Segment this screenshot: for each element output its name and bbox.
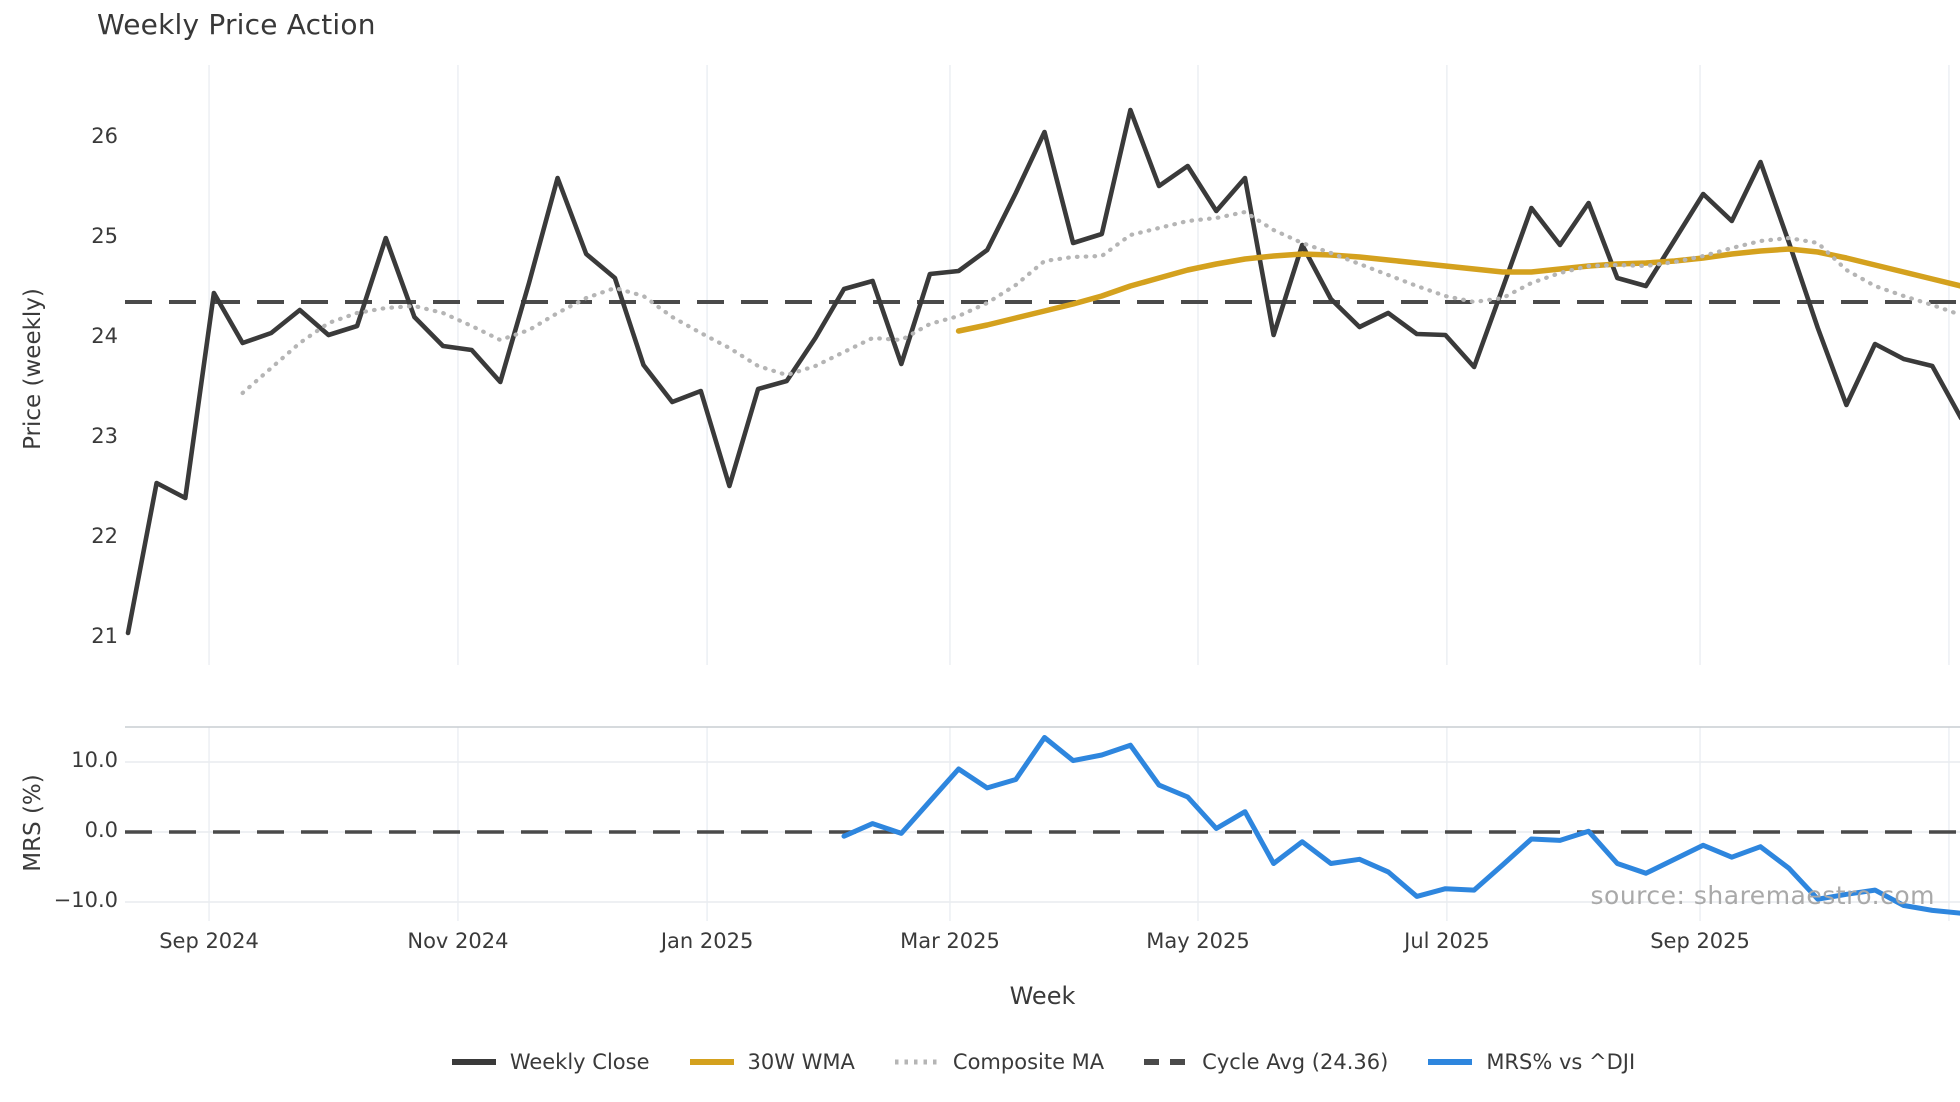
mrs-y-tick: −10.0 [53, 888, 118, 912]
legend-solid-line-swatch [1428, 1059, 1473, 1065]
legend-label: Weekly Close [509, 1050, 650, 1074]
legend-dashed-line-swatch [1144, 1059, 1189, 1065]
x-tick-sep-2025: Sep 2025 [1650, 929, 1750, 953]
x-tick-sep-2024: Sep 2024 [159, 929, 259, 953]
mrs-y-tick: 10.0 [71, 748, 118, 772]
legend-item-composite-ma: Composite MA [893, 1050, 1104, 1074]
x-tick-mar-2025: Mar 2025 [900, 929, 1000, 953]
legend-label: 30W WMA [747, 1050, 855, 1074]
legend-item-cycle-avg-24-36-: Cycle Avg (24.36) [1142, 1050, 1388, 1074]
legend-item-30w-wma: 30W WMA [688, 1050, 855, 1074]
legend-dotted-line-swatch [894, 1059, 939, 1065]
legend-item-weekly-close: Weekly Close [450, 1050, 650, 1074]
chart-title: Weekly Price Action [97, 8, 376, 41]
price-y-tick: 24 [91, 324, 118, 348]
price-y-tick: 26 [91, 124, 118, 148]
x-tick-jan-2025: Jan 2025 [660, 929, 754, 953]
price-y-tick: 21 [91, 624, 118, 648]
price-y-tick: 25 [91, 224, 118, 248]
x-tick-jul-2025: Jul 2025 [1404, 929, 1490, 953]
x-axis-label: Week [1009, 982, 1076, 1010]
legend-label: Cycle Avg (24.36) [1202, 1050, 1389, 1074]
legend-label: Composite MA [952, 1050, 1105, 1074]
legend-label: MRS% vs ^DJI [1486, 1050, 1636, 1074]
source-watermark: source: sharemaestro.com [1590, 881, 1935, 910]
price-y-tick: 22 [91, 524, 118, 548]
x-tick-nov-2024: Nov 2024 [407, 929, 509, 953]
legend: Weekly Close 30W WMA Composite MA Cycle Avg… [125, 1040, 1960, 1084]
legend-solid-line-swatch [451, 1059, 496, 1065]
price-y-tick: 23 [91, 424, 118, 448]
legend-solid-line-swatch [689, 1059, 734, 1065]
legend-item-mrs-vs-dji: MRS% vs ^DJI [1426, 1050, 1635, 1074]
x-tick-may-2025: May 2025 [1146, 929, 1250, 953]
mrs-y-tick: 0.0 [84, 818, 118, 842]
